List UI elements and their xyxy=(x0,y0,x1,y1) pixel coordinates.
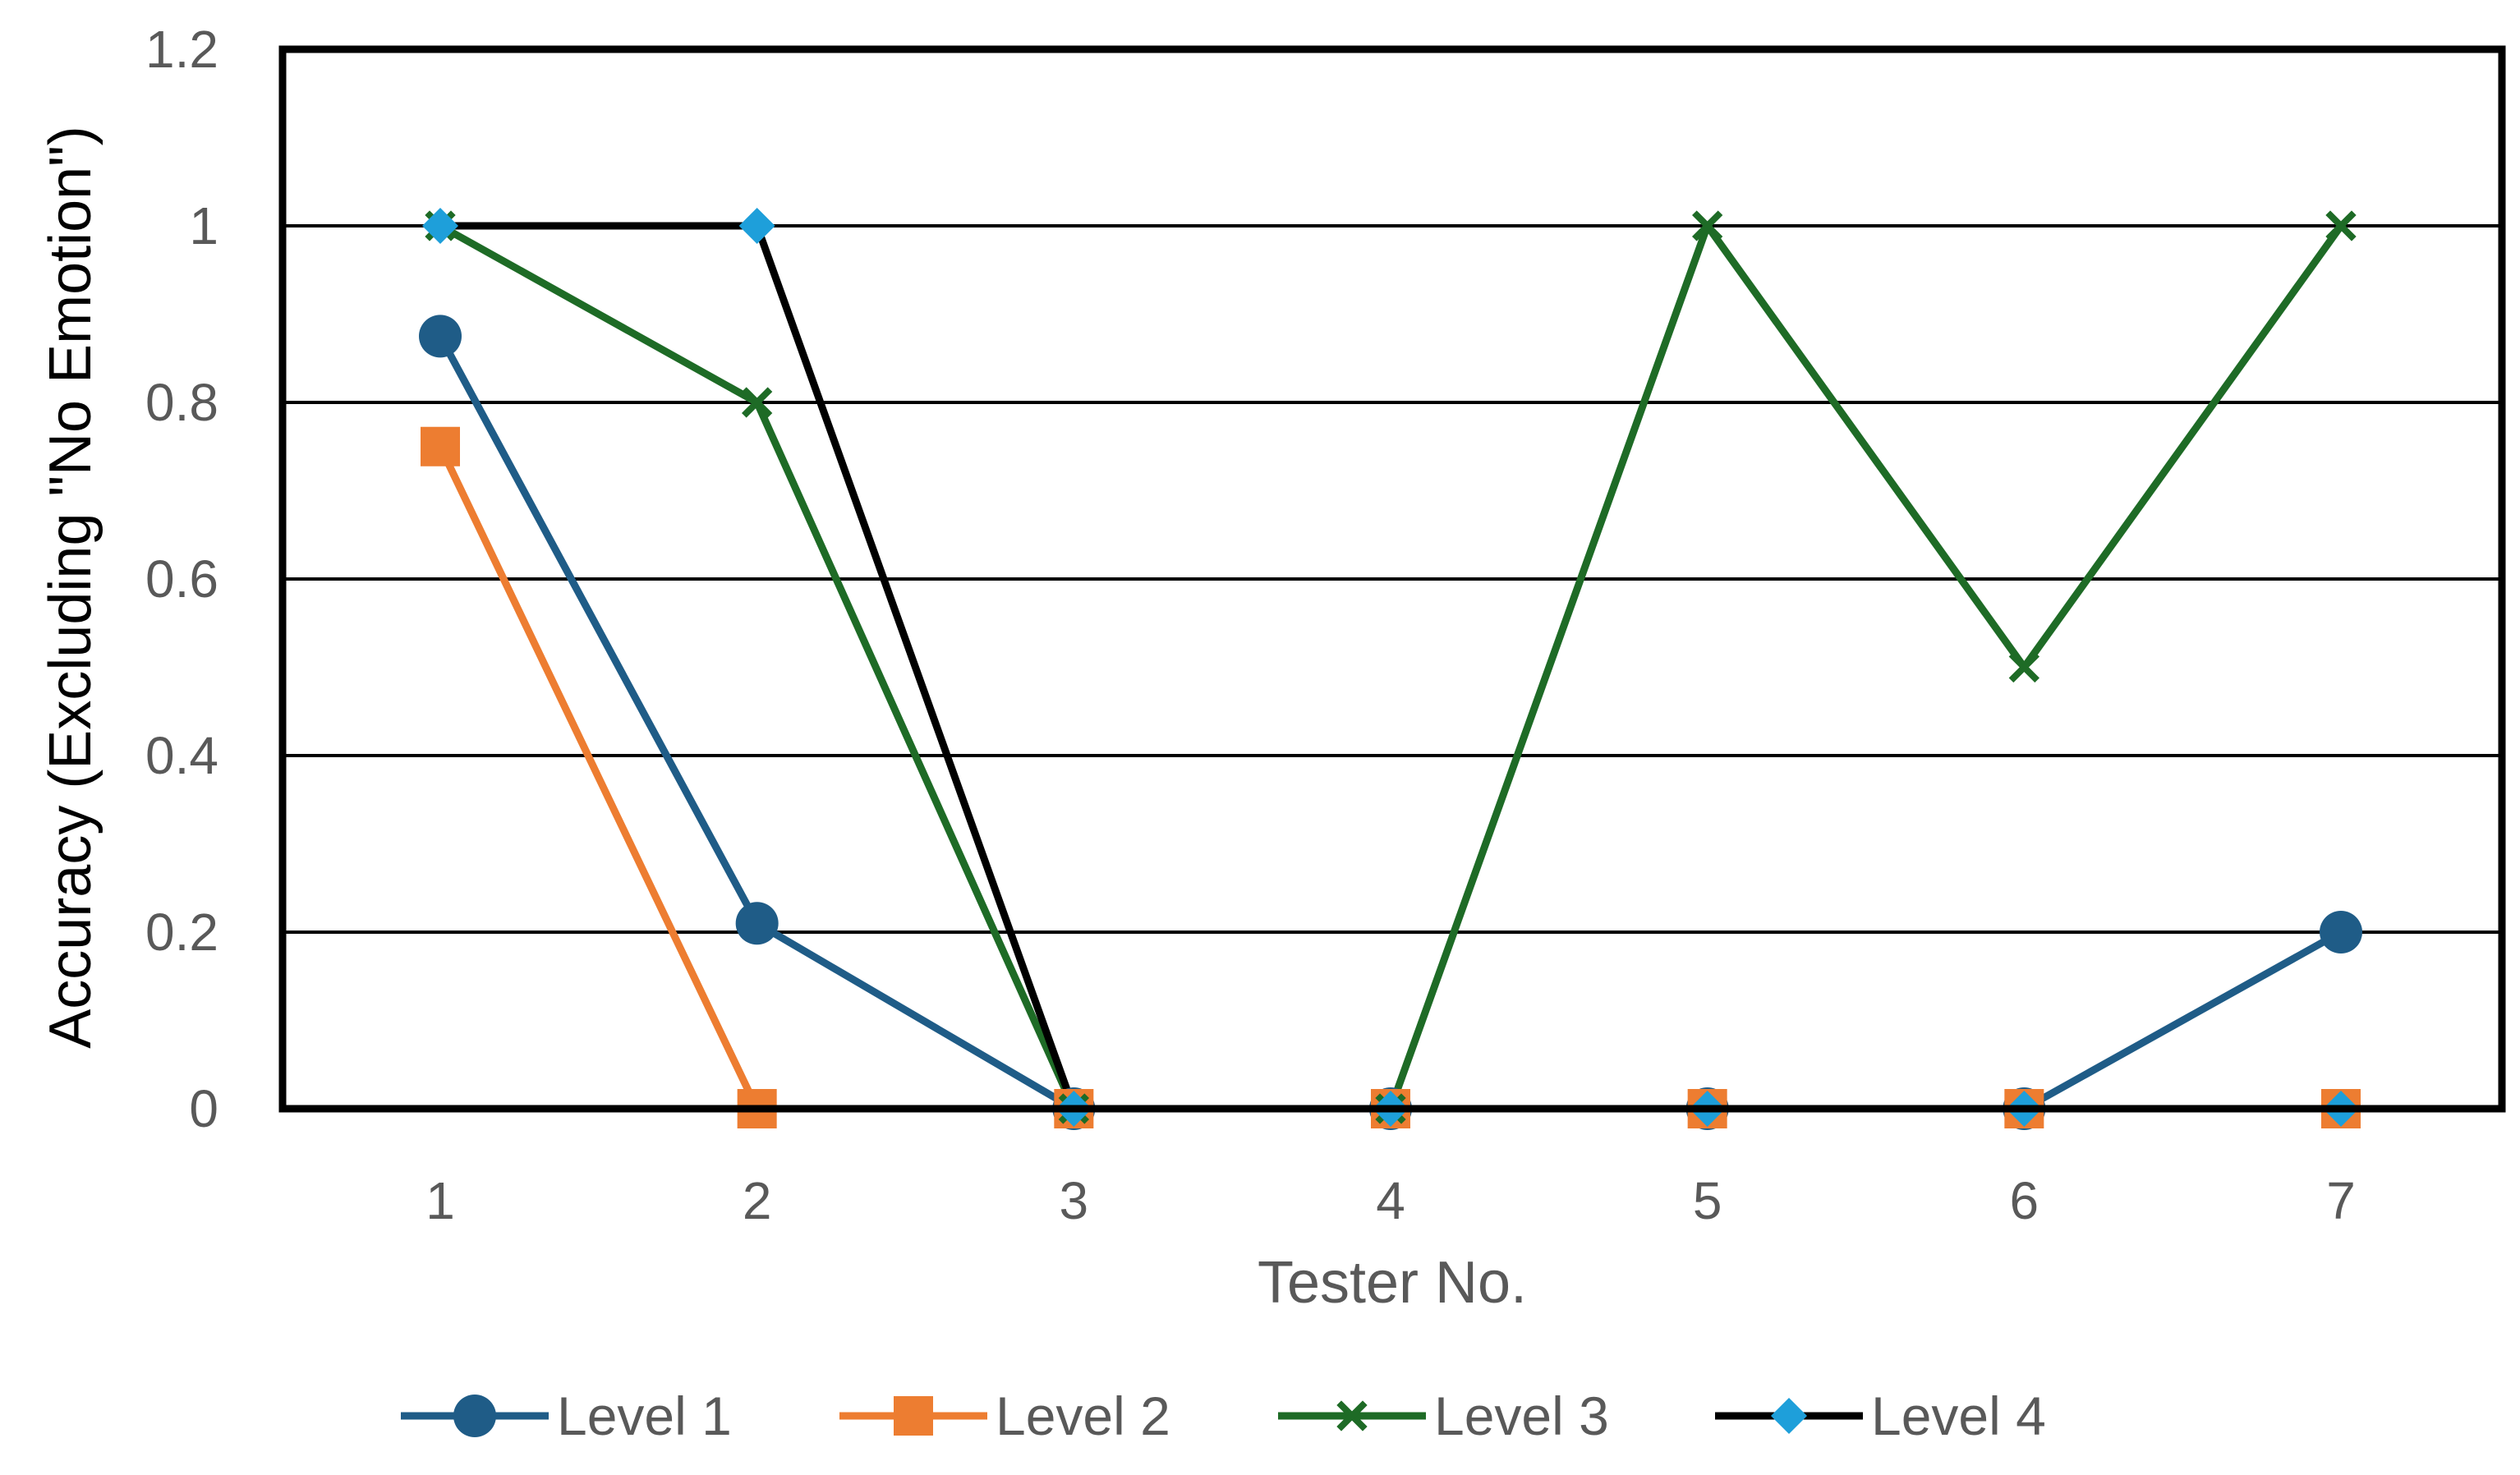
x-tick-label: 2 xyxy=(743,1171,772,1230)
data-point-level-4 xyxy=(422,208,458,244)
data-point-level-2 xyxy=(421,426,460,466)
data-point-level-3 xyxy=(742,387,773,418)
x-tick-label: 7 xyxy=(2326,1171,2356,1230)
y-tick-label: 0.4 xyxy=(145,726,218,785)
legend-label: Level 2 xyxy=(996,1385,1170,1446)
legend-swatch-marker xyxy=(1771,1398,1807,1434)
legend-swatch-marker xyxy=(894,1396,933,1436)
gridlines xyxy=(283,224,2502,934)
y-axis-ticks: 0 0.2 0.4 0.6 0.8 1 1.2 xyxy=(145,20,218,1138)
legend-label: Level 1 xyxy=(557,1385,732,1446)
data-point-level-3 xyxy=(1692,210,1723,241)
y-tick-label: 0.6 xyxy=(145,549,218,609)
legend-item-level-2: Level 2 xyxy=(839,1385,1170,1446)
series-line-level-1 xyxy=(436,332,2345,1113)
data-point-level-4 xyxy=(738,208,775,244)
x-tick-label: 3 xyxy=(1060,1171,1089,1230)
legend-item-level-4: Level 4 xyxy=(1715,1385,2046,1446)
x-tick-label: 5 xyxy=(1693,1171,1722,1230)
series-markers xyxy=(419,208,2362,1130)
data-point-level-1 xyxy=(2320,911,2362,953)
x-axis-title: Tester No. xyxy=(1258,1250,1527,1316)
x-tick-label: 1 xyxy=(425,1171,455,1230)
y-tick-label: 0.2 xyxy=(145,903,218,962)
data-point-level-1 xyxy=(419,315,462,358)
legend-label: Level 4 xyxy=(1871,1385,2046,1446)
data-point-level-1 xyxy=(735,902,779,945)
plot-area-frame xyxy=(278,45,2506,1113)
legend-label: Level 3 xyxy=(1434,1385,1609,1446)
x-tick-label: 4 xyxy=(1376,1171,1405,1230)
legend: Level 1 Level 2 Level 3 Level 4 xyxy=(401,1385,2046,1446)
y-tick-label: 1 xyxy=(189,196,218,255)
legend-swatch-marker xyxy=(453,1395,496,1437)
series-line-level-4 xyxy=(436,222,2345,1113)
legend-swatch-marker xyxy=(1336,1400,1368,1431)
data-point-level-3 xyxy=(2325,210,2357,241)
series-line-level-2 xyxy=(436,443,2345,1113)
y-tick-label: 0.8 xyxy=(145,373,218,432)
data-point-level-3 xyxy=(2008,651,2039,683)
series-line-level-3 xyxy=(436,222,2345,1113)
x-axis-ticks: 1 2 3 4 5 6 7 xyxy=(425,1171,2356,1230)
series-lines xyxy=(436,222,2345,1113)
y-tick-label: 1.2 xyxy=(145,20,218,79)
legend-item-level-3: Level 3 xyxy=(1278,1385,1609,1446)
legend-item-level-1: Level 1 xyxy=(401,1385,732,1446)
x-tick-label: 6 xyxy=(2010,1171,2039,1230)
y-tick-label: 0 xyxy=(189,1079,218,1138)
y-axis-title: Accuracy (Excluding "No Emotion") xyxy=(38,126,103,1049)
